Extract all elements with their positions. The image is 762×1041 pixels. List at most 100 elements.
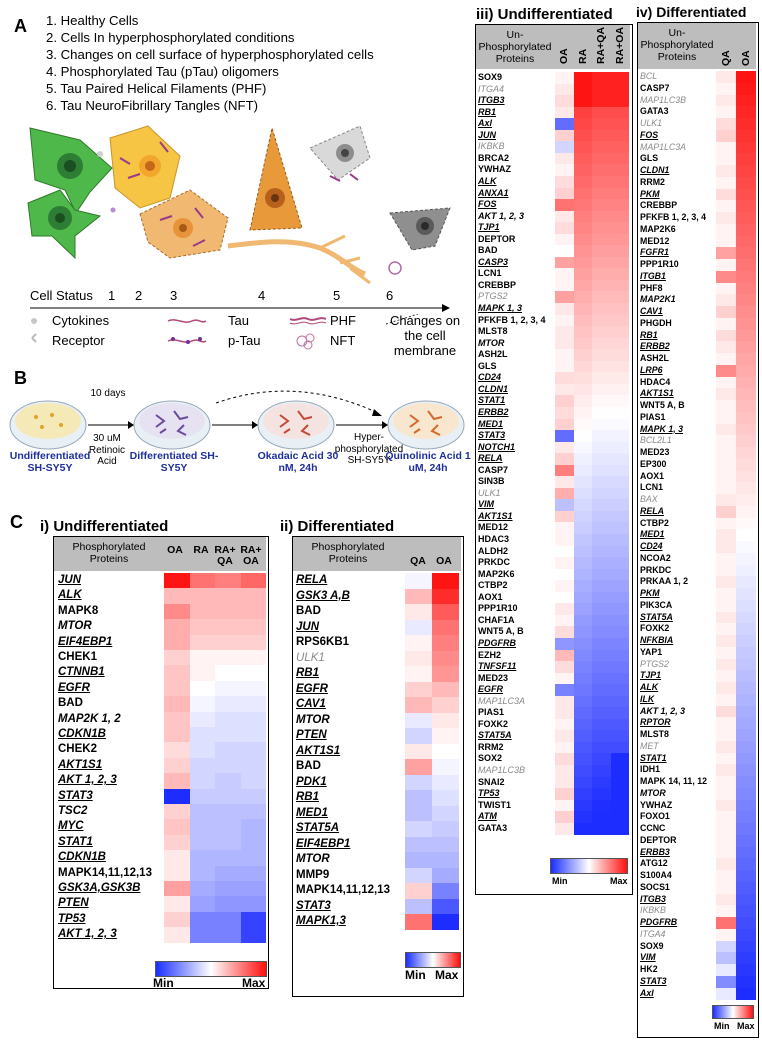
heatmap-cell — [189, 865, 215, 882]
heatmap-cell — [555, 580, 574, 593]
gene-label: MTOR — [478, 337, 505, 348]
gene-label: HDAC4 — [640, 376, 671, 387]
heatmap-cell — [573, 557, 592, 570]
heatmap-cell — [592, 476, 611, 489]
list-item: 5. Tau Paired Helical Filaments (PHF) — [46, 81, 267, 96]
heatmap-cell — [240, 850, 266, 867]
gene-label: CAV1 — [640, 306, 663, 316]
gene-label: STAT5A — [296, 822, 340, 834]
heatmap-cell — [592, 152, 611, 165]
heatmap-cell — [240, 650, 266, 666]
heatmap-ii-header-text: Phosphorylated Proteins — [311, 541, 385, 565]
heatmap-cell — [555, 453, 574, 466]
heatmap-iv-header: Un-Phosphorylated Proteins — [638, 23, 716, 69]
heatmap-cell — [164, 588, 190, 605]
gene-label: ASH2L — [640, 353, 669, 363]
heatmap-cell — [189, 711, 215, 728]
heatmap-cell — [555, 776, 574, 789]
heatmap-cell — [610, 695, 629, 708]
hyperphosphorylated-cell-icon — [109, 125, 181, 209]
heatmap-cell — [573, 210, 592, 223]
heatmap-cell — [555, 614, 574, 627]
step-reagent: 30 uM Retinoic Acid — [88, 433, 126, 467]
heatmap-i-title: i) Undifferentiated — [40, 518, 169, 535]
heatmap-cell — [592, 661, 611, 674]
heatmap-cell — [189, 680, 215, 697]
gene-label: MMP9 — [296, 868, 330, 881]
nft-cell-icon — [388, 207, 451, 275]
heatmap-cell — [592, 233, 611, 246]
heatmap-cell — [240, 865, 266, 882]
heatmap-cell — [592, 268, 611, 281]
heatmap-cell — [432, 805, 459, 822]
gene-label: GLS — [478, 360, 497, 371]
heatmap-cell — [592, 741, 611, 754]
column-label: RA+ QA — [214, 544, 236, 567]
heatmap-cell — [736, 470, 756, 483]
gene-label: PRKDC — [478, 557, 511, 568]
heatmap-cell — [592, 222, 611, 235]
gene-label: MAPK1,3 — [296, 915, 346, 927]
heatmap-cell — [736, 400, 756, 413]
heatmap-cell — [716, 306, 736, 319]
heatmap-cell — [164, 711, 190, 728]
heatmap-cell — [189, 896, 215, 913]
heatmap-cell — [573, 360, 592, 373]
heatmap-cell — [716, 799, 736, 812]
heatmap-cell — [555, 418, 574, 431]
heatmap-cell — [716, 905, 736, 918]
heatmap-cell — [164, 696, 190, 713]
heatmap-cell — [555, 707, 574, 720]
heatmap-cell — [610, 614, 629, 627]
heatmap-cell — [716, 693, 736, 706]
gene-label: RRM2 — [640, 176, 665, 187]
heatmap-cell — [555, 811, 574, 824]
heatmap-cell — [716, 705, 736, 718]
gene-label: MAPK8 — [58, 604, 99, 617]
gene-label: PFKFB 1, 2, 3, 4 — [478, 314, 546, 325]
heatmap-cell — [573, 349, 592, 362]
gene-label: S100A4 — [640, 870, 672, 880]
heatmap-cell — [592, 106, 611, 119]
heatmap-cell — [405, 650, 432, 667]
heatmap-cell — [716, 447, 736, 460]
heatmap-cell — [555, 510, 574, 523]
gene-label: PKM — [640, 588, 660, 598]
heatmap-cell — [716, 964, 736, 977]
gene-label: PTEN — [296, 729, 327, 741]
heatmap-cell — [716, 317, 736, 330]
heatmap-cell — [716, 599, 736, 612]
heatmap-cell — [610, 233, 629, 246]
gene-label: MAPK 14, 11, 12 — [640, 776, 707, 786]
heatmap-cell — [592, 256, 611, 269]
gene-label: RPS6KB1 — [296, 636, 350, 648]
heatmap-cell — [716, 118, 736, 131]
heatmap-cell — [736, 529, 756, 542]
heatmap-cell — [240, 834, 266, 851]
heatmap-cell — [716, 611, 736, 624]
heatmap-cell — [215, 634, 241, 651]
heatmap-cell — [716, 564, 736, 577]
gene-label: FOS — [640, 129, 659, 140]
heatmap-cell — [573, 637, 592, 650]
legend-nft: NFT — [330, 333, 356, 348]
heatmap-iv-colorbar — [712, 1005, 754, 1019]
heatmap-ii-title: ii) Differentiated — [280, 518, 395, 535]
heatmap-cell — [573, 187, 592, 200]
heatmap-cell — [716, 247, 736, 260]
gene-label: CHAF1A — [478, 614, 515, 625]
heatmap-cell — [555, 464, 574, 477]
heatmap-cell — [610, 499, 629, 512]
gene-label: AOX1 — [478, 591, 503, 602]
gene-label: YAP1 — [640, 646, 663, 657]
heatmap-cell — [189, 603, 215, 620]
gene-label: AKT1S1 — [296, 744, 341, 757]
heatmap-cell — [164, 896, 190, 913]
heatmap-cell — [592, 522, 611, 535]
gene-label: PIK3CA — [640, 599, 673, 610]
heatmap-cell — [555, 106, 574, 119]
heatmap-cell — [405, 697, 432, 713]
heatmap-cell — [736, 928, 756, 941]
heatmap-cell — [555, 534, 574, 547]
gene-label: RELA — [640, 505, 664, 516]
